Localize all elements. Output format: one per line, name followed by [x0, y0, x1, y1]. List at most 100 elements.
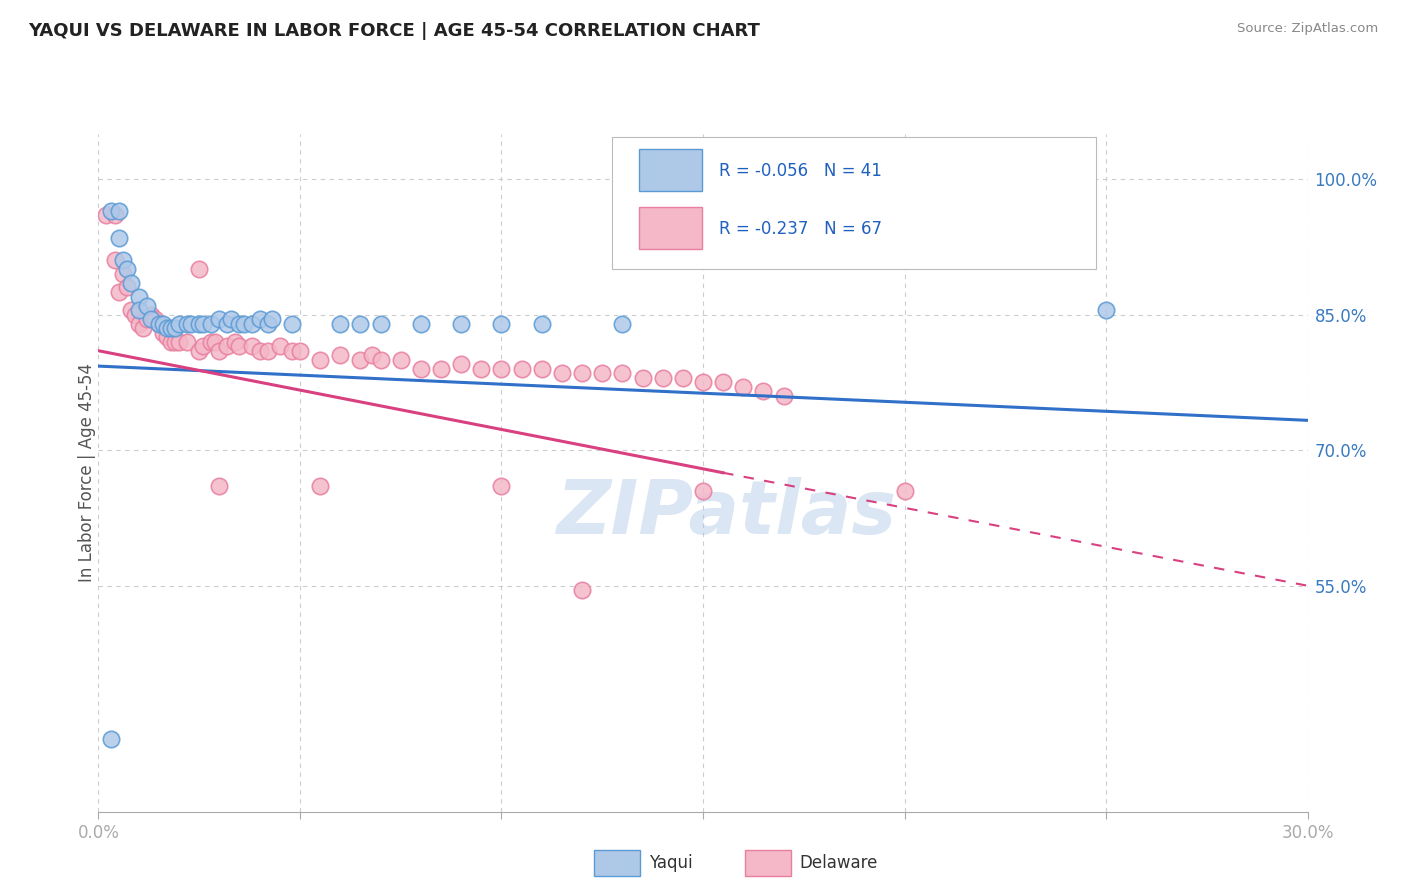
Point — [733, 380, 755, 394]
Point — [651, 371, 673, 385]
Text: Source: ZipAtlas.com: Source: ZipAtlas.com — [1237, 22, 1378, 36]
Point — [752, 384, 775, 399]
Point — [128, 317, 150, 331]
Point — [249, 312, 271, 326]
Point — [591, 367, 613, 381]
FancyBboxPatch shape — [613, 137, 1097, 269]
Point — [240, 339, 263, 353]
Point — [188, 317, 211, 331]
Text: R = -0.237   N = 67: R = -0.237 N = 67 — [718, 219, 882, 237]
Point — [204, 334, 226, 349]
Point — [281, 317, 304, 331]
Point — [163, 321, 186, 335]
Point — [156, 321, 179, 335]
Point — [176, 334, 198, 349]
Point — [156, 330, 179, 344]
Point — [281, 343, 304, 358]
Point — [115, 262, 138, 277]
Point — [530, 361, 553, 376]
Point — [491, 361, 513, 376]
FancyBboxPatch shape — [638, 207, 702, 249]
Point — [208, 312, 231, 326]
Point — [349, 352, 371, 367]
Point — [152, 326, 174, 340]
Point — [208, 479, 231, 493]
Point — [139, 308, 162, 322]
Point — [450, 357, 472, 371]
Point — [551, 367, 574, 381]
Point — [409, 317, 432, 331]
Point — [309, 479, 332, 493]
Point — [571, 583, 593, 598]
Point — [256, 317, 278, 331]
Point — [217, 339, 239, 353]
Point — [232, 317, 254, 331]
Point — [309, 352, 332, 367]
Y-axis label: In Labor Force | Age 45-54: In Labor Force | Age 45-54 — [79, 363, 96, 582]
Point — [349, 317, 371, 331]
Point — [631, 371, 654, 385]
Point — [711, 376, 734, 390]
Point — [288, 343, 311, 358]
Point — [450, 317, 472, 331]
Point — [188, 262, 211, 277]
Point — [100, 732, 122, 747]
Point — [692, 376, 714, 390]
Point — [256, 343, 278, 358]
Point — [370, 352, 392, 367]
Point — [148, 317, 170, 331]
Point — [188, 343, 211, 358]
Point — [612, 367, 634, 381]
Point — [491, 479, 513, 493]
Point — [167, 334, 190, 349]
Point — [103, 208, 125, 222]
Point — [329, 348, 352, 362]
Point — [370, 317, 392, 331]
Point — [107, 285, 129, 299]
Point — [772, 389, 794, 403]
Point — [200, 334, 222, 349]
Point — [152, 317, 174, 331]
Point — [163, 334, 186, 349]
Point — [228, 339, 250, 353]
Point — [139, 312, 162, 326]
FancyBboxPatch shape — [595, 850, 640, 876]
Point — [389, 352, 412, 367]
Point — [107, 203, 129, 218]
Point — [176, 317, 198, 331]
Text: ZIPatlas: ZIPatlas — [557, 477, 897, 550]
Point — [193, 339, 215, 353]
Text: Yaqui: Yaqui — [648, 854, 692, 871]
Point — [217, 317, 239, 331]
Point — [135, 299, 157, 313]
Point — [120, 303, 142, 318]
Point — [135, 312, 157, 326]
FancyBboxPatch shape — [638, 149, 702, 192]
Point — [160, 334, 183, 349]
Point — [221, 312, 243, 326]
Point — [180, 317, 202, 331]
Point — [111, 253, 134, 268]
Point — [491, 317, 513, 331]
Point — [208, 343, 231, 358]
Point — [132, 321, 155, 335]
Text: YAQUI VS DELAWARE IN LABOR FORCE | AGE 45-54 CORRELATION CHART: YAQUI VS DELAWARE IN LABOR FORCE | AGE 4… — [28, 22, 761, 40]
Point — [329, 317, 352, 331]
Point — [672, 371, 695, 385]
Point — [893, 483, 915, 498]
Point — [124, 308, 146, 322]
Point — [571, 367, 593, 381]
Point — [193, 317, 215, 331]
Point — [269, 339, 291, 353]
FancyBboxPatch shape — [745, 850, 792, 876]
Point — [228, 317, 250, 331]
Point — [100, 203, 122, 218]
Point — [103, 253, 125, 268]
Point — [115, 280, 138, 294]
Point — [1095, 303, 1118, 318]
Point — [530, 317, 553, 331]
Point — [224, 334, 246, 349]
Text: R = -0.056   N = 41: R = -0.056 N = 41 — [718, 162, 882, 180]
Point — [111, 267, 134, 281]
Point — [409, 361, 432, 376]
